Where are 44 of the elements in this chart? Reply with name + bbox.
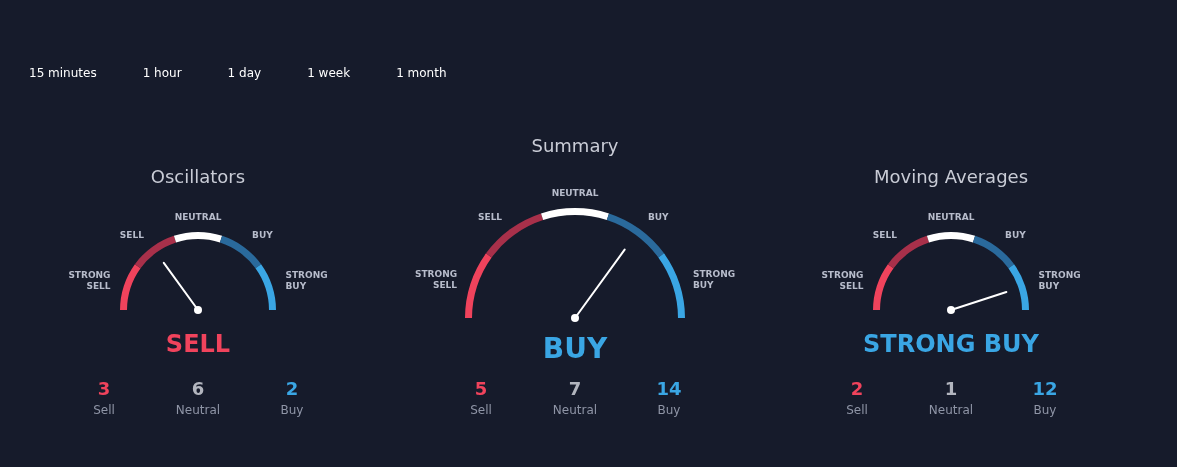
text: Buy — [1032, 403, 1058, 417]
slice-label: STRONG SELL — [68, 270, 111, 292]
text: 1 week — [306, 65, 352, 82]
slice-label: SELL — [478, 212, 503, 223]
slice-label: BUY — [252, 229, 274, 240]
slice-label: NEUTRAL — [551, 188, 599, 199]
text: SELL — [164, 330, 232, 358]
chart-title: Oscillators — [149, 166, 247, 187]
text: Sell — [92, 403, 116, 417]
slice-label: STRONG BUY — [692, 268, 736, 290]
text: 7 — [567, 378, 583, 399]
slice-label: STRONG BUY — [1038, 270, 1081, 292]
text: 6 — [190, 378, 206, 399]
text: 15 minutes — [28, 65, 98, 82]
text: Sell — [845, 403, 869, 417]
text: 12 — [1031, 378, 1059, 399]
text: 1 day — [226, 65, 263, 82]
text: Buy — [279, 403, 305, 417]
slice-label: SELL — [872, 229, 898, 240]
slice-label: NEUTRAL — [174, 212, 222, 223]
text: STRONG BUY — [862, 330, 1040, 358]
chart-title: Moving Averages — [872, 166, 1029, 187]
text: Buy — [656, 403, 682, 417]
text: 2 — [284, 378, 300, 399]
slice-label: STRONG SELL — [821, 270, 864, 292]
text: 1 — [943, 378, 959, 399]
text: 14 — [655, 378, 683, 399]
text: Neutral — [927, 403, 975, 417]
text: 3 — [96, 378, 112, 399]
slice-label: BUY — [1005, 229, 1027, 240]
text: 1 hour — [141, 65, 183, 82]
text: Sell — [469, 403, 493, 417]
slice-label: SELL — [119, 229, 145, 240]
slice-label: STRONG BUY — [285, 270, 328, 292]
slice-label: STRONG SELL — [414, 268, 458, 290]
slice-label: NEUTRAL — [927, 212, 975, 223]
text: Neutral — [174, 403, 222, 417]
text: 1 month — [395, 65, 448, 82]
slice-label: BUY — [647, 212, 670, 223]
text: 2 — [849, 378, 865, 399]
text: 5 — [473, 378, 489, 399]
chart-title: Summary — [530, 135, 620, 156]
text: BUY — [541, 332, 609, 365]
text: Neutral — [551, 403, 599, 417]
